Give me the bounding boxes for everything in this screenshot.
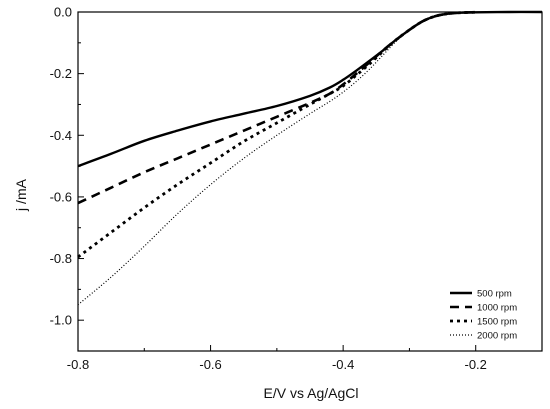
x-tick-label: -0.4 xyxy=(332,357,354,372)
legend: 500 rpm 1000 rpm 1500 rpm 2000 rpm xyxy=(450,289,517,342)
y-tick-label: -0.6 xyxy=(50,189,72,204)
plot-frame xyxy=(77,11,543,352)
legend-label: 1000 rpm xyxy=(477,303,517,314)
series-line xyxy=(77,10,476,259)
x-axis-title: E/V vs Ag/AgCl xyxy=(264,385,359,401)
y-tick-label: -0.2 xyxy=(50,66,72,81)
y-tick-label: -0.4 xyxy=(50,128,72,143)
y-tick-label: -1.0 xyxy=(50,313,72,328)
ticks: -0.8 -0.6 -0.4 -0.2 0.0 -0.2 -0.4 -0.6 -0.8 -1.0 xyxy=(50,5,487,373)
y-tick-label: -0.8 xyxy=(50,251,72,266)
series-line xyxy=(77,10,543,168)
legend-label: 2000 rpm xyxy=(477,331,517,342)
x-tick-label: -0.2 xyxy=(465,357,487,372)
series-line xyxy=(77,11,476,205)
curves xyxy=(77,10,543,306)
x-tick-label: -0.6 xyxy=(199,357,221,372)
legend-label: 500 rpm xyxy=(477,289,512,300)
y-tick-label: 0.0 xyxy=(54,5,72,20)
y-axis-title: j /mA xyxy=(13,178,29,212)
series-line xyxy=(77,11,476,306)
plot-border xyxy=(77,11,543,352)
x-tick-label: -0.8 xyxy=(67,357,89,372)
legend-label: 1500 rpm xyxy=(477,317,517,328)
